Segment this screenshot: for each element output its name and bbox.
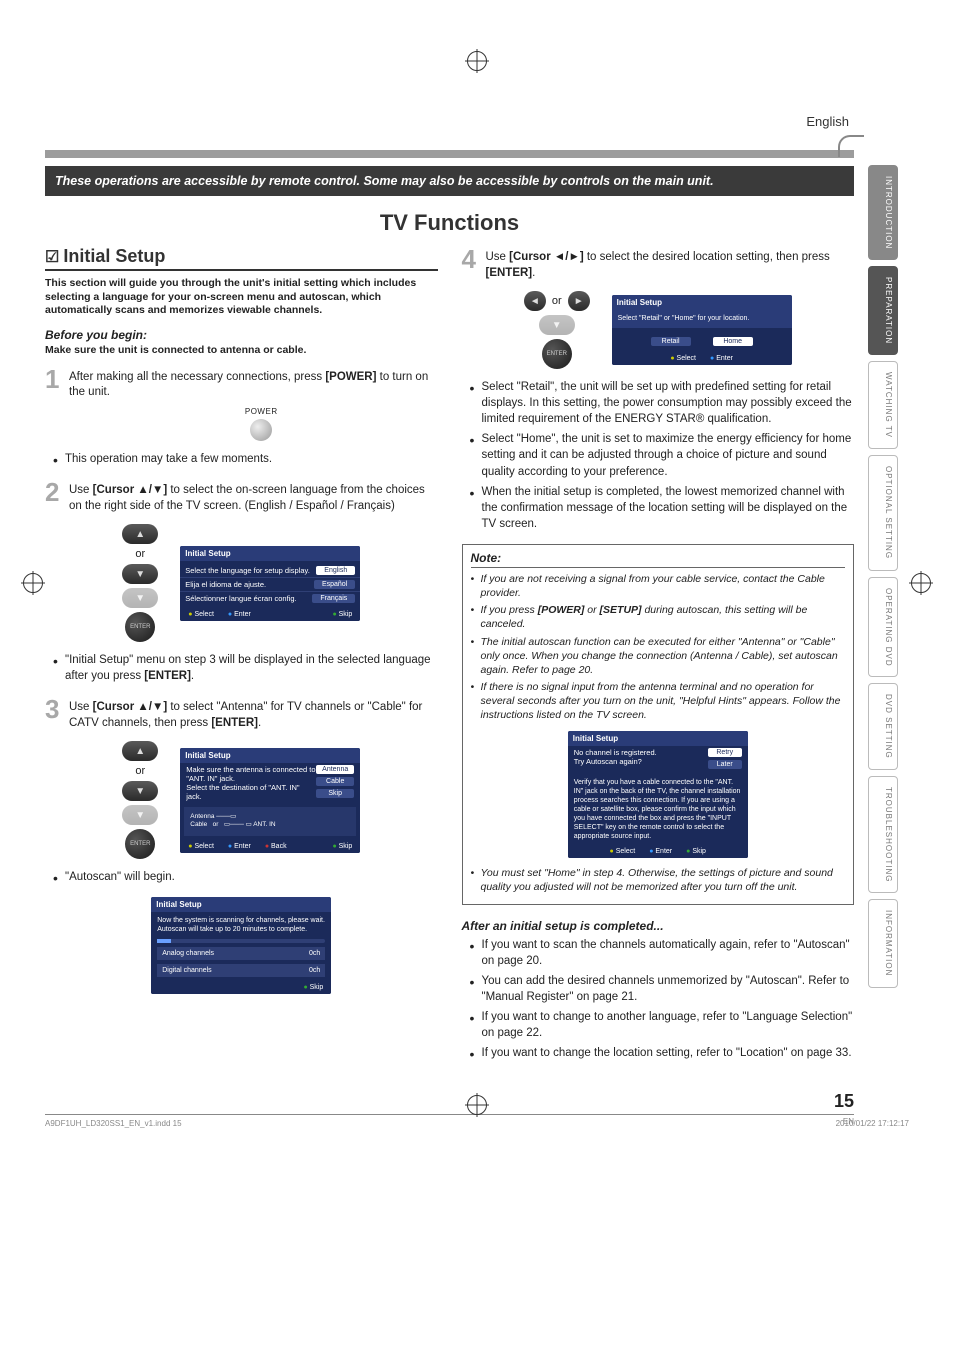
note-item: If you are not receiving a signal from y… [481, 572, 846, 600]
step-number-4: 4 [462, 246, 486, 272]
bullet: You can add the desired channels unmemor… [482, 973, 855, 1005]
remote-diagram: ▲ or ▼ ▼ ENTER [122, 524, 158, 642]
sidebar-tabs: INTRODUCTION PREPARATION WATCHING TV OPT… [868, 165, 898, 988]
note-item: You must set "Home" in step 4. Otherwise… [481, 866, 846, 894]
bullet: "Autoscan" will begin. [65, 869, 438, 885]
footer-timestamp: 2010/01/22 17:12:17 [836, 1119, 909, 1128]
osd-location: Initial Setup Select "Retail" or "Home" … [612, 295, 792, 364]
osd-title: Initial Setup [180, 546, 360, 561]
step-4-text: Use [Cursor ◄/►] to select the desired l… [486, 246, 855, 281]
step-number-2: 2 [45, 479, 69, 505]
before-text: Make sure the unit is connected to anten… [45, 344, 438, 356]
after-heading: After an initial setup is completed... [462, 919, 855, 933]
power-label: POWER [85, 407, 438, 416]
right-icon: ► [568, 291, 590, 311]
note-box: Note: If you are not receiving a signal … [462, 544, 855, 905]
down-icon: ▼ [539, 315, 575, 335]
banner-text: These operations are accessible by remot… [45, 166, 854, 196]
down-icon: ▼ [122, 588, 158, 608]
enter-icon: ENTER [542, 339, 572, 369]
tab-operating-dvd[interactable]: OPERATING DVD [868, 577, 898, 678]
page-number: 15 [45, 1091, 854, 1112]
osd-autoscan: Initial Setup Now the system is scanning… [151, 897, 331, 993]
crop-mark [464, 1092, 490, 1118]
enter-icon: ENTER [125, 829, 155, 859]
enter-icon: ENTER [125, 612, 155, 642]
bullet: This operation may take a few moments. [65, 451, 438, 467]
step-1-text: After making all the necessary connectio… [69, 366, 438, 401]
left-icon: ◄ [524, 291, 546, 311]
step-2-text: Use [Cursor ▲/▼] to select the on-screen… [69, 479, 438, 514]
section-heading: ☑Initial Setup [45, 246, 438, 271]
note-item: If you press [POWER] or [SETUP] during a… [481, 603, 846, 631]
crop-mark [464, 48, 490, 74]
tab-watching-tv[interactable]: WATCHING TV [868, 361, 898, 449]
down-icon: ▼ [122, 781, 158, 801]
osd-antenna: Initial Setup Make sure the antenna is c… [180, 748, 360, 853]
bullet: "Initial Setup" menu on step 3 will be d… [65, 652, 438, 684]
remote-diagram: ◄ or ► ▼ ENTER [524, 291, 590, 369]
tab-optional-setting[interactable]: OPTIONAL SETTING [868, 455, 898, 570]
note-title: Note: [471, 551, 846, 568]
before-heading: Before you begin: [45, 328, 438, 342]
step-number-3: 3 [45, 696, 69, 722]
step-3-text: Use [Cursor ▲/▼] to select "Antenna" for… [69, 696, 438, 731]
intro-text: This section will guide you through the … [45, 277, 438, 318]
tab-dvd-setting[interactable]: DVD SETTING [868, 683, 898, 770]
down-icon: ▼ [122, 564, 158, 584]
osd-title: Initial Setup [151, 897, 331, 912]
osd-title: Initial Setup [568, 731, 748, 746]
bullet: When the initial setup is completed, the… [482, 484, 855, 532]
osd-hint: Initial Setup No channel is registered. … [568, 731, 748, 859]
crop-mark [908, 570, 934, 596]
up-icon: ▲ [122, 524, 158, 544]
down-icon: ▼ [122, 805, 158, 825]
bullet: Select "Home", the unit is set to maximi… [482, 431, 855, 479]
power-icon [250, 419, 272, 441]
section-heading-text: Initial Setup [63, 246, 165, 266]
or-label: or [135, 765, 145, 777]
note-item: If there is no signal input from the ant… [481, 680, 846, 723]
tab-troubleshooting[interactable]: TROUBLESHOOTING [868, 776, 898, 893]
up-icon: ▲ [122, 741, 158, 761]
page-title: TV Functions [45, 210, 854, 236]
corner-tab [838, 135, 864, 157]
bullet: If you want to change the location setti… [482, 1045, 855, 1061]
tab-information[interactable]: INFORMATION [868, 899, 898, 987]
language-label: English [806, 114, 849, 129]
bullet: If you want to change to another languag… [482, 1009, 855, 1041]
osd-title: Initial Setup [612, 295, 792, 310]
bullet: Select "Retail", the unit will be set up… [482, 379, 855, 427]
note-item: The initial autoscan function can be exe… [481, 635, 846, 678]
footer-file: A9DF1UH_LD320SS1_EN_v1.indd 15 [45, 1119, 182, 1128]
step-number-1: 1 [45, 366, 69, 392]
crop-mark [20, 570, 46, 596]
osd-title: Initial Setup [180, 748, 360, 763]
or-label: or [552, 295, 562, 307]
header-strip [45, 150, 854, 158]
tab-preparation[interactable]: PREPARATION [868, 266, 898, 355]
or-label: or [135, 548, 145, 560]
bullet: If you want to scan the channels automat… [482, 937, 855, 969]
power-button-diagram: POWER [85, 407, 438, 441]
tab-introduction[interactable]: INTRODUCTION [868, 165, 898, 260]
check-icon: ☑ [45, 249, 59, 266]
osd-language: Initial Setup Select the language for se… [180, 546, 360, 621]
remote-diagram: ▲ or ▼ ▼ ENTER [122, 741, 158, 859]
